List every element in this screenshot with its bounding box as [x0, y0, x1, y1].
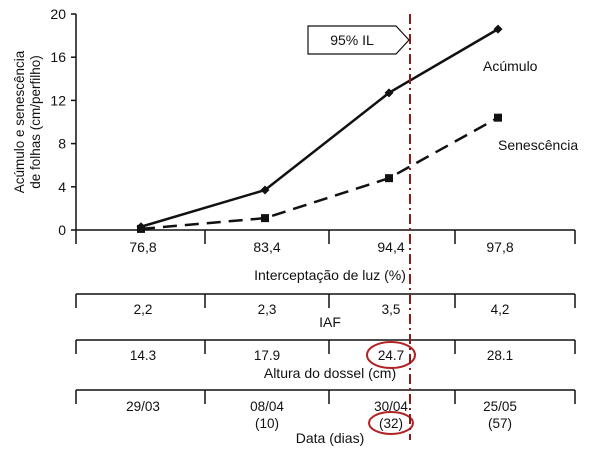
y-tick-label: 8 — [58, 136, 66, 152]
table-cell: 08/04 — [250, 399, 284, 414]
chart-group: 0 4 8 12 16 20 Acúmulo e senescênciade folhas … — [12, 6, 578, 446]
y-axis-title: Acúmulo e senescênciade folhas (cm/perfi… — [12, 50, 43, 193]
y-tick-label: 4 — [58, 179, 66, 195]
data-point-senescencia — [261, 214, 269, 223]
y-tick-label: 16 — [50, 49, 66, 65]
table-cell: 24.7 — [378, 348, 404, 363]
data-point-senescencia — [137, 224, 145, 233]
table-row-label: IAF — [319, 314, 341, 330]
x-tick-label: 76,8 — [129, 239, 156, 255]
y-axis-title-line: de folhas (cm/perfilho) — [28, 55, 43, 189]
highlight-circle-height — [366, 341, 416, 369]
x-tick-label: 83,4 — [253, 239, 280, 255]
data-point-acumulo — [493, 24, 503, 34]
data-point-senescencia — [385, 174, 393, 183]
table-cell: 4,2 — [491, 302, 510, 317]
y-tick-label: 12 — [50, 92, 66, 108]
table-cell: 29/03 — [126, 399, 160, 414]
table-row-label: Altura do dossel (cm) — [264, 365, 396, 381]
table-cell: 25/05 — [483, 399, 517, 414]
highlight-circle-days — [368, 411, 414, 435]
x-tick-label: 94,4 — [377, 239, 404, 255]
table-cell: 14.3 — [130, 348, 156, 363]
series-line-acumulo — [140, 28, 499, 228]
table-cell: 2,3 — [258, 302, 277, 317]
table-row-label: Data (dias) — [296, 430, 364, 446]
x-axis-title: Interceptação de luz (%) — [254, 267, 406, 283]
y-tick-label: 20 — [50, 6, 66, 22]
data-point-acumulo — [384, 88, 394, 98]
data-point-acumulo — [260, 185, 270, 195]
y-axis-title-line: Acúmulo e senescência — [12, 50, 27, 193]
table-subcell: (57) — [488, 416, 512, 431]
table-cell: 30/04 — [374, 399, 408, 414]
series-label-acumulo: Acúmulo — [483, 58, 538, 74]
callout-label: 95% IL — [330, 32, 374, 48]
table-cell: 28.1 — [487, 348, 513, 363]
callout-box — [307, 25, 410, 55]
series-label-senescencia: Senescência — [498, 137, 578, 153]
table-cell: 2,2 — [134, 302, 153, 317]
series-line-senescencia — [140, 116, 499, 231]
table-cell: 17.9 — [254, 348, 280, 363]
x-tick-label: 97,8 — [486, 239, 513, 255]
y-tick-label: 0 — [58, 222, 66, 238]
data-point-senescencia — [494, 113, 502, 122]
table-subcell: (10) — [255, 416, 279, 431]
table-subcell: (32) — [379, 416, 403, 431]
table-cell: 3,5 — [382, 302, 401, 317]
